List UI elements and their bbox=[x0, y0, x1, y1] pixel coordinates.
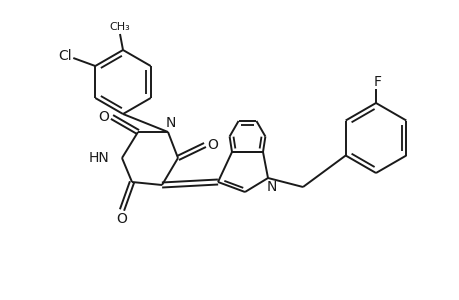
Text: N: N bbox=[266, 180, 277, 194]
Text: O: O bbox=[116, 212, 127, 226]
Text: Cl: Cl bbox=[58, 49, 72, 63]
Text: HN: HN bbox=[88, 151, 109, 165]
Text: O: O bbox=[207, 138, 218, 152]
Text: N: N bbox=[165, 116, 176, 130]
Text: F: F bbox=[373, 75, 381, 89]
Text: CH₃: CH₃ bbox=[109, 22, 130, 32]
Text: O: O bbox=[98, 110, 109, 124]
